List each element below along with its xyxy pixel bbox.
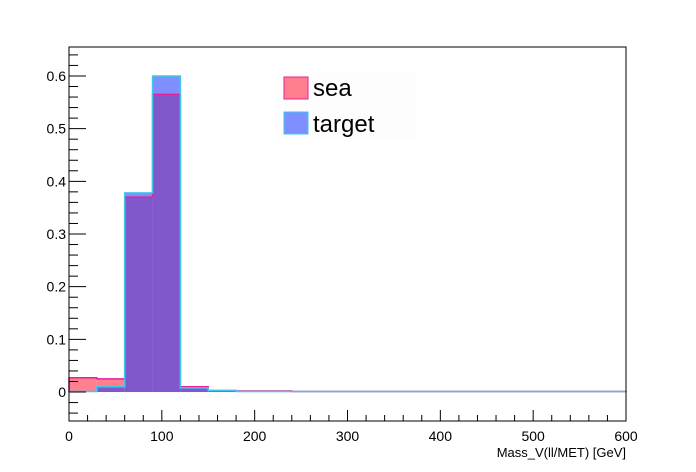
x-tick-label: 500 (521, 428, 545, 444)
histogram-bar-overlap (180, 387, 209, 393)
legend-swatch-target (283, 111, 309, 135)
y-tick-label: 0.6 (47, 68, 67, 84)
x-tick-label: 0 (65, 428, 73, 444)
y-tick-label: 0.4 (47, 173, 67, 189)
legend-label-target: target (313, 111, 375, 138)
y-tick-label: 0.2 (47, 279, 67, 295)
y-axis-ticks: 0 0.1 0.2 0.3 0.4 0.5 0.6 (47, 54, 86, 414)
histogram-bar-overlap (124, 197, 153, 393)
x-axis-ticks: 0 100 200 300 400 500 600 (65, 410, 638, 444)
histogram-bar-overlap (96, 386, 125, 393)
x-tick-label: 100 (150, 428, 174, 444)
histogram-bar-overlap (152, 94, 181, 393)
histogram-bars (68, 75, 627, 393)
histogram-bar-excess (152, 75, 181, 95)
histogram-bar-excess (69, 377, 97, 392)
y-tick-label: 0.3 (47, 226, 67, 242)
legend: sea target (276, 72, 416, 140)
legend-swatch-sea (283, 76, 309, 100)
x-tick-label: 300 (336, 428, 360, 444)
histogram-bar-excess (124, 192, 153, 198)
x-tick-label: 600 (614, 428, 638, 444)
y-tick-label: 0.5 (47, 121, 67, 137)
legend-label-sea: sea (313, 75, 352, 102)
x-axis-title: Mass_V(ll/MET) [GeV] (497, 445, 626, 460)
histogram-bar-overlap (208, 390, 237, 393)
x-tick-label: 200 (243, 428, 267, 444)
x-tick-label: 400 (429, 428, 453, 444)
histogram-bar-excess (96, 378, 125, 387)
series-outline-target (68, 75, 627, 393)
y-tick-label: 0 (58, 384, 66, 400)
y-tick-label: 0.1 (47, 331, 67, 347)
